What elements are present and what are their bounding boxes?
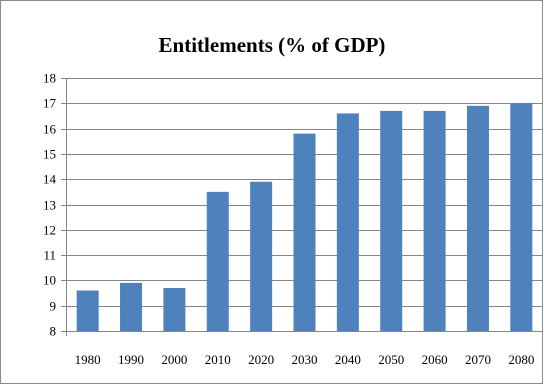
x-tick-label: 2070: [465, 352, 491, 367]
x-tick-label: 1980: [75, 352, 101, 367]
bar-1980: [76, 290, 99, 331]
y-tick-label: 12: [43, 223, 56, 238]
y-tick-label: 18: [43, 71, 56, 86]
y-tick-label: 8: [50, 324, 57, 339]
y-tick-label: 14: [43, 172, 57, 187]
y-tick-label: 17: [43, 96, 57, 111]
x-tick-label: 2010: [205, 352, 231, 367]
bar-2050: [380, 110, 403, 331]
bar-1990: [120, 282, 143, 331]
x-tick-label: 2060: [422, 352, 448, 367]
y-tick-label: 10: [43, 273, 56, 288]
bar-2040: [336, 113, 359, 331]
y-tick-label: 9: [50, 299, 57, 314]
x-tick-label: 2080: [508, 352, 534, 367]
y-tick-label: 13: [43, 198, 56, 213]
bar-2080: [510, 103, 533, 331]
x-tick-label: 2040: [335, 352, 361, 367]
x-tick-label: 2030: [292, 352, 318, 367]
x-tick-label: 2020: [248, 352, 274, 367]
bar-2030: [293, 133, 316, 331]
chart-title: Entitlements (% of GDP): [158, 33, 386, 57]
y-tick-label: 11: [43, 248, 56, 263]
x-tick-label: 2000: [161, 352, 187, 367]
y-tick-label: 15: [43, 147, 56, 162]
x-tick-label: 1990: [118, 352, 144, 367]
bar-2020: [250, 181, 273, 331]
y-tick-label: 16: [43, 122, 57, 137]
bar-2000: [163, 287, 186, 331]
x-tick-label: 2050: [378, 352, 404, 367]
bar-2070: [466, 105, 489, 331]
bar-2060: [423, 110, 446, 331]
bar-2010: [206, 191, 229, 331]
